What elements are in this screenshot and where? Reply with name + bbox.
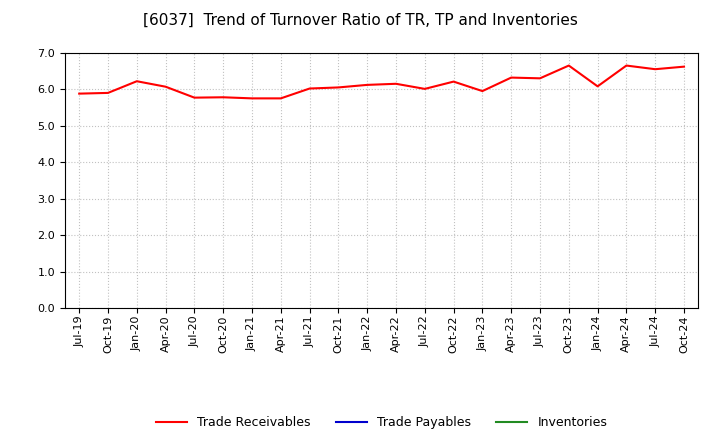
Trade Receivables [564, 63, 573, 68]
Trade Receivables [334, 85, 343, 90]
Trade Receivables [449, 79, 458, 84]
Trade Receivables [392, 81, 400, 86]
Trade Receivables [593, 84, 602, 89]
Trade Receivables [680, 64, 688, 69]
Trade Receivables [75, 91, 84, 96]
Trade Receivables [507, 75, 516, 80]
Trade Receivables [622, 63, 631, 68]
Trade Receivables [276, 96, 285, 101]
Trade Receivables [651, 66, 660, 72]
Trade Receivables [420, 86, 429, 92]
Trade Receivables [104, 90, 112, 95]
Trade Receivables [219, 95, 228, 100]
Trade Receivables [478, 88, 487, 94]
Line: Trade Receivables: Trade Receivables [79, 66, 684, 99]
Trade Receivables [190, 95, 199, 100]
Trade Receivables [305, 86, 314, 91]
Trade Receivables [363, 82, 372, 88]
Trade Receivables [132, 79, 141, 84]
Trade Receivables [161, 84, 170, 89]
Trade Receivables [248, 96, 256, 101]
Text: [6037]  Trend of Turnover Ratio of TR, TP and Inventories: [6037] Trend of Turnover Ratio of TR, TP… [143, 13, 577, 28]
Legend: Trade Receivables, Trade Payables, Inventories: Trade Receivables, Trade Payables, Inven… [151, 411, 612, 434]
Trade Receivables [536, 76, 544, 81]
